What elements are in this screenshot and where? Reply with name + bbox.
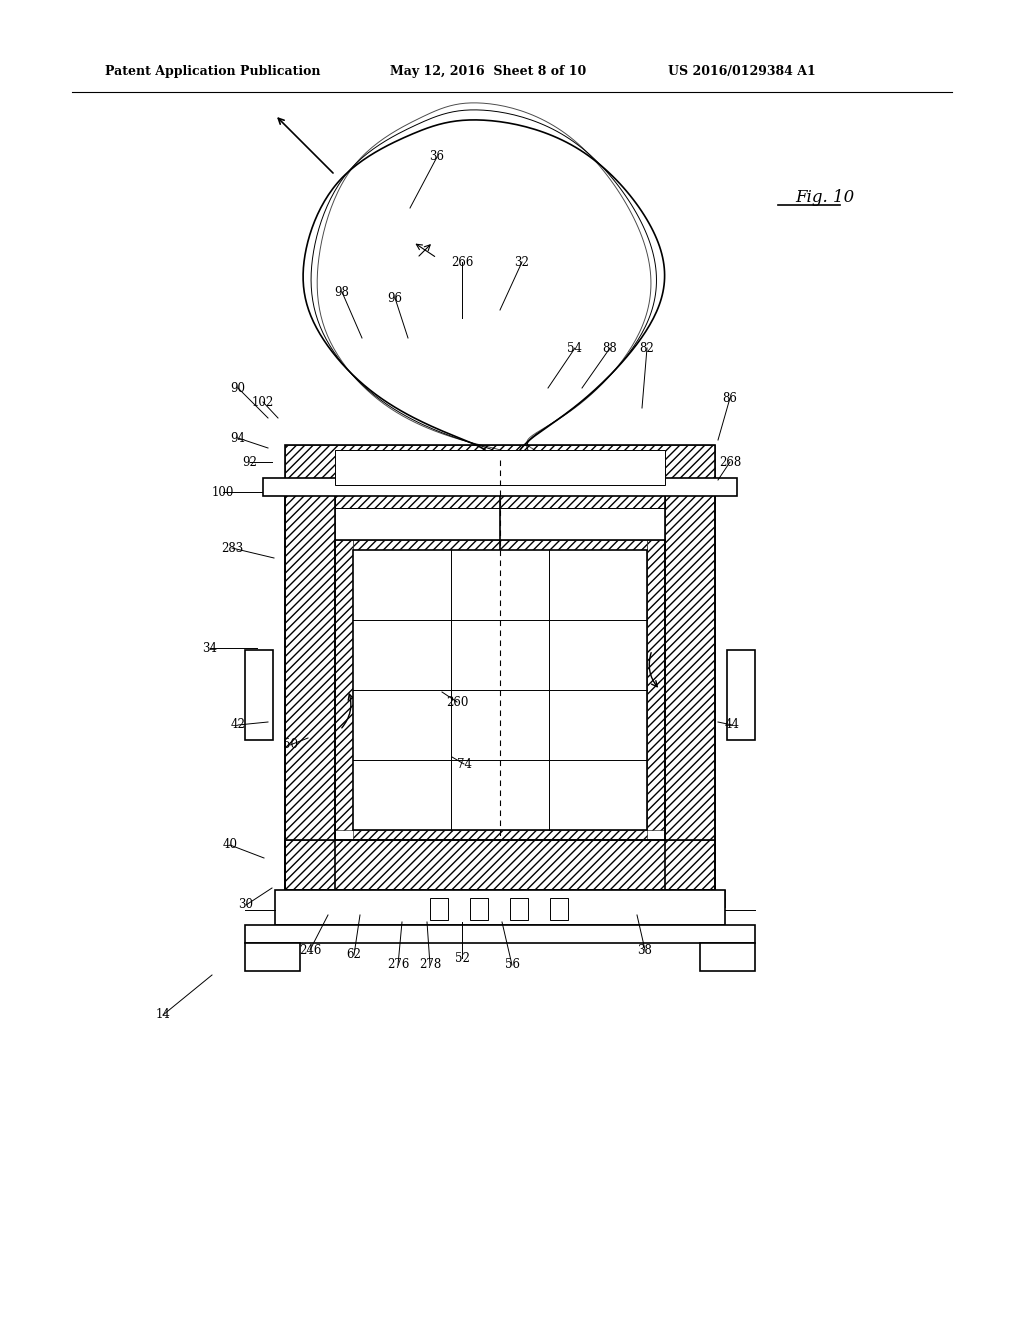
Text: 42: 42 — [230, 718, 246, 731]
Text: 56: 56 — [505, 958, 519, 972]
Text: 36: 36 — [429, 150, 444, 164]
Text: 30: 30 — [239, 899, 254, 912]
Text: 50: 50 — [283, 738, 298, 751]
Bar — [353, 550, 647, 830]
Bar — [727, 649, 755, 741]
Bar — [335, 450, 665, 484]
Text: 14: 14 — [156, 1008, 170, 1022]
Text: 94: 94 — [230, 432, 246, 445]
Text: 278: 278 — [419, 958, 441, 972]
Text: 62: 62 — [346, 949, 361, 961]
Bar — [665, 490, 715, 890]
Text: 44: 44 — [725, 718, 739, 731]
Bar — [335, 490, 665, 508]
Text: Patent Application Publication: Patent Application Publication — [105, 66, 321, 78]
Bar — [335, 540, 353, 840]
Text: 90: 90 — [230, 381, 246, 395]
Text: 268: 268 — [719, 455, 741, 469]
Bar — [335, 540, 665, 840]
Bar — [263, 478, 737, 496]
Text: 52: 52 — [455, 952, 469, 965]
Bar — [285, 445, 715, 490]
Bar — [285, 445, 715, 490]
Text: 102: 102 — [252, 396, 274, 408]
Bar — [335, 490, 665, 508]
Text: 283: 283 — [221, 541, 243, 554]
Bar — [285, 840, 715, 890]
Bar — [647, 540, 665, 830]
Bar — [245, 942, 300, 972]
Bar — [665, 490, 715, 890]
Text: 86: 86 — [723, 392, 737, 404]
Text: 100: 100 — [212, 486, 234, 499]
Bar — [245, 925, 755, 942]
Bar — [700, 942, 755, 972]
Bar — [245, 649, 273, 741]
Text: Fig. 10: Fig. 10 — [795, 190, 854, 206]
Bar — [285, 490, 335, 890]
Bar — [353, 540, 647, 550]
Text: 96: 96 — [387, 292, 402, 305]
Text: 92: 92 — [243, 455, 257, 469]
Bar — [470, 898, 488, 920]
Text: 74: 74 — [457, 758, 471, 771]
Text: 98: 98 — [335, 285, 349, 298]
Text: 34: 34 — [203, 642, 217, 655]
Text: 266: 266 — [451, 256, 473, 268]
Bar — [285, 490, 335, 890]
Text: 54: 54 — [567, 342, 583, 355]
Bar — [335, 540, 353, 830]
Bar — [285, 490, 715, 890]
Text: May 12, 2016  Sheet 8 of 10: May 12, 2016 Sheet 8 of 10 — [390, 66, 587, 78]
Text: 260: 260 — [445, 696, 468, 709]
Bar — [510, 898, 528, 920]
Text: 88: 88 — [603, 342, 617, 355]
Bar — [430, 898, 449, 920]
Text: 246: 246 — [299, 944, 322, 957]
Bar — [275, 890, 725, 925]
Text: 276: 276 — [387, 958, 410, 972]
Text: 32: 32 — [515, 256, 529, 268]
Text: 82: 82 — [640, 342, 654, 355]
Bar — [550, 898, 568, 920]
Text: US 2016/0129384 A1: US 2016/0129384 A1 — [668, 66, 816, 78]
Text: 38: 38 — [638, 944, 652, 957]
Bar — [353, 830, 647, 840]
Bar — [275, 890, 725, 907]
Text: 40: 40 — [222, 838, 238, 851]
Bar — [285, 840, 715, 890]
